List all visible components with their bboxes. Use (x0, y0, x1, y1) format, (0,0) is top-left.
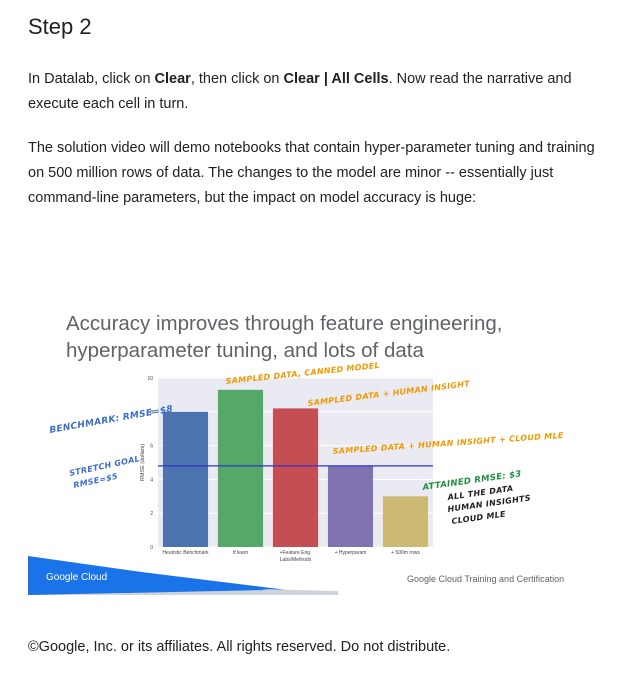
accuracy-chart: 0 2 4 6 8 10 RMSE (dollars) Heuristic Benchmark… (28, 361, 564, 595)
instructions-paragraph: In Datalab, click on Clear, then click o… (28, 67, 608, 117)
bar (272, 408, 319, 547)
bar (162, 411, 209, 547)
y-tick-label: 8 (150, 410, 153, 416)
annotation-benchmark: BENCHMARK: RMSE=$8 (49, 404, 174, 436)
x-tick-label: Heuristic Benchmark (162, 550, 209, 556)
y-tick-label: 0 (150, 545, 153, 551)
y-tick-label: 6 (150, 444, 153, 450)
x-tick-label: + 500m rows (391, 550, 420, 556)
x-tick-label: Labs/Methods (280, 557, 312, 563)
bar (327, 465, 374, 547)
step-heading: Step 2 (28, 14, 92, 39)
clear-emphasis: Clear (154, 71, 191, 87)
instructions-text-3: . Now read the narrative and execute eac… (28, 71, 572, 112)
x-tick-label: tf.learn (233, 550, 249, 556)
y-tick-label: 2 (150, 511, 153, 517)
x-tick-label: + Hyperparam (335, 550, 367, 556)
plot-area: 0 2 4 6 8 10 RMSE (dollars) Heuristic Benchmark… (140, 376, 433, 563)
certification-label: Google Cloud Training and Certification (407, 574, 565, 584)
clear-all-cells-emphasis: Clear | All Cells (283, 71, 389, 87)
instructions-text-1: In Datalab, click on (28, 71, 155, 87)
slide-title: Accuracy improves through feature engine… (66, 312, 503, 362)
y-tick-label: 10 (147, 376, 153, 382)
google-cloud-logo: Google Cloud (46, 572, 108, 583)
instructions-text-2: , then click on (190, 71, 284, 87)
bar (217, 389, 264, 547)
y-axis-label: RMSE (dollars) (140, 444, 146, 481)
slide-image: 0 2 4 6 8 10 RMSE (dollars) Heuristic Benchmark… (28, 300, 611, 595)
description-paragraph: The solution video will demo notebooks t… (28, 140, 595, 206)
copyright-notice: ©Google, Inc. or its affiliates. All rig… (28, 639, 451, 655)
bar (382, 496, 429, 547)
x-tick-label: +Feature Eng. (280, 550, 312, 556)
y-tick-label: 4 (150, 477, 153, 483)
